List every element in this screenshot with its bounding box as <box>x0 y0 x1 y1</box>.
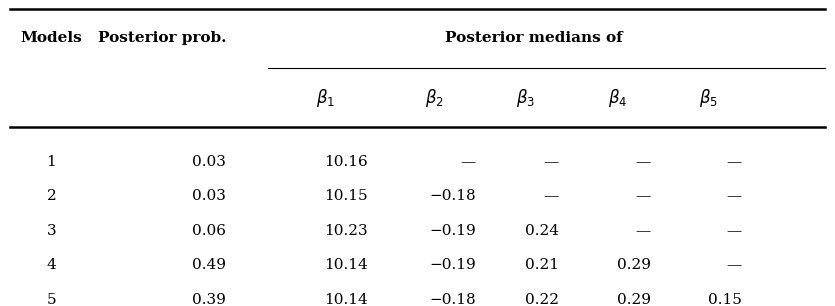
Text: 10.14: 10.14 <box>324 293 367 306</box>
Text: Posterior medians of: Posterior medians of <box>445 32 623 45</box>
Text: 10.14: 10.14 <box>324 258 367 272</box>
Text: 0.21: 0.21 <box>525 258 559 272</box>
Text: −0.18: −0.18 <box>429 293 476 306</box>
Text: 10.15: 10.15 <box>324 189 367 203</box>
Text: —: — <box>726 189 742 203</box>
Text: 10.23: 10.23 <box>324 224 367 238</box>
Text: —: — <box>726 224 742 238</box>
Text: 0.29: 0.29 <box>616 293 650 306</box>
Text: 5: 5 <box>47 293 56 306</box>
Text: —: — <box>726 258 742 272</box>
Text: 0.22: 0.22 <box>525 293 559 306</box>
Text: —: — <box>635 189 650 203</box>
Text: 0.49: 0.49 <box>192 258 226 272</box>
Text: —: — <box>635 224 650 238</box>
Text: 0.29: 0.29 <box>616 258 650 272</box>
Text: 4: 4 <box>47 258 56 272</box>
Text: 10.16: 10.16 <box>324 155 367 169</box>
Text: −0.18: −0.18 <box>429 189 476 203</box>
Text: —: — <box>635 155 650 169</box>
Text: −0.19: −0.19 <box>429 258 476 272</box>
Text: 3: 3 <box>47 224 56 238</box>
Text: 2: 2 <box>47 189 56 203</box>
Text: 0.24: 0.24 <box>525 224 559 238</box>
Text: 0.06: 0.06 <box>192 224 226 238</box>
Text: 1: 1 <box>47 155 56 169</box>
Text: —: — <box>461 155 476 169</box>
Text: −0.19: −0.19 <box>429 224 476 238</box>
Text: 0.39: 0.39 <box>192 293 226 306</box>
Text: —: — <box>726 155 742 169</box>
Text: 0.03: 0.03 <box>192 155 226 169</box>
Text: —: — <box>544 155 559 169</box>
Text: $\beta_5$: $\beta_5$ <box>699 87 718 109</box>
Text: $\beta_2$: $\beta_2$ <box>425 87 443 109</box>
Text: —: — <box>544 189 559 203</box>
Text: $\beta_3$: $\beta_3$ <box>516 87 535 109</box>
Text: 0.15: 0.15 <box>708 293 742 306</box>
Text: $\beta_1$: $\beta_1$ <box>316 87 336 109</box>
Text: $\beta_4$: $\beta_4$ <box>608 87 627 109</box>
Text: Posterior prob.: Posterior prob. <box>98 32 226 45</box>
Text: Models: Models <box>20 32 82 45</box>
Text: 0.03: 0.03 <box>192 189 226 203</box>
